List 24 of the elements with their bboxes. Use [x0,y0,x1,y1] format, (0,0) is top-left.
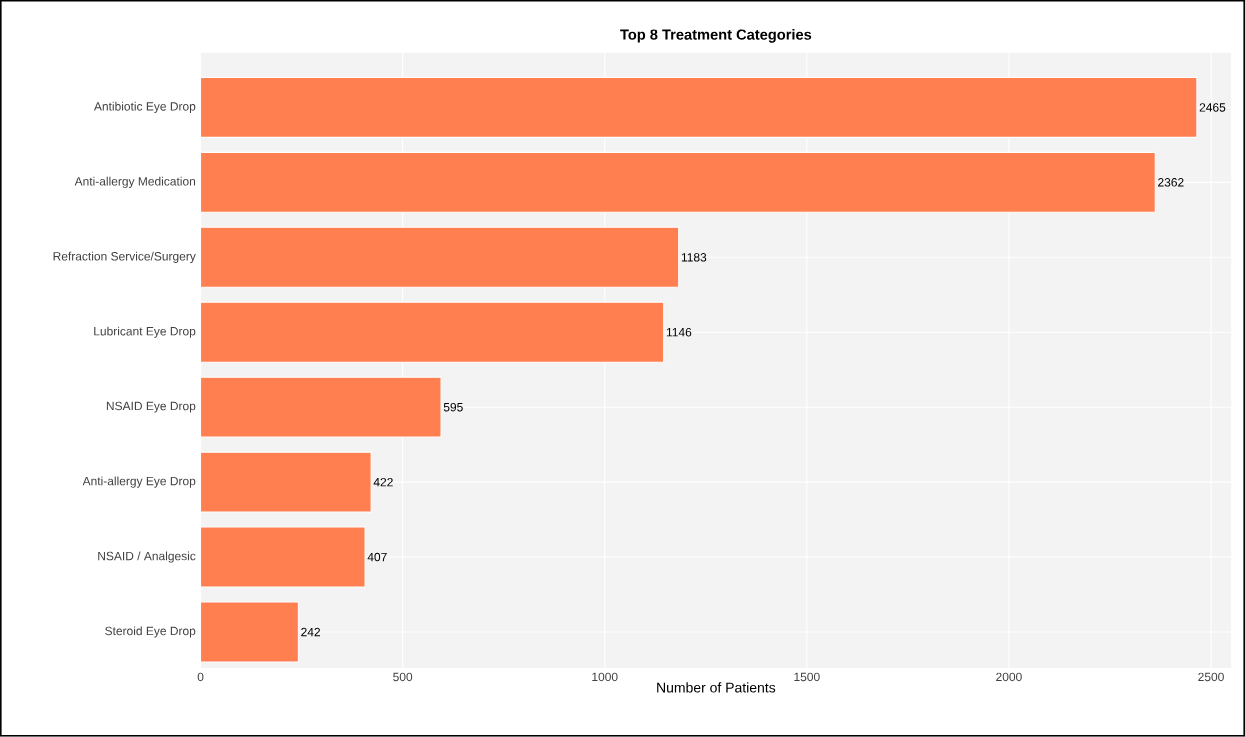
chart-title: Top 8 Treatment Categories [620,29,812,43]
data-label: 1146 [666,328,692,337]
x-tick-label: 1000 [592,672,618,682]
data-label: 422 [373,478,393,487]
data-label: 595 [443,403,463,412]
y-tick-label: Antibiotic Eye Drop [93,102,196,114]
x-axis-title: Number of Patients [657,682,776,693]
y-tick-label: Lubricant Eye Drop [94,326,196,338]
data-label: 2362 [1158,178,1184,187]
x-tick-label: 2500 [1198,672,1224,682]
y-tick-label: NSAID Eye Drop [106,401,196,413]
y-tick-label: Anti-allergy Eye Drop [82,476,196,488]
data-label: 2465 [1199,103,1226,112]
data-label: 242 [301,627,321,637]
y-tick-label: Anti-allergy Medication [74,176,196,189]
x-tick-label: 0 [197,672,204,682]
y-tick-label: Steroid Eye Drop [105,626,196,638]
x-tick-label: 1500 [794,672,820,682]
y-tick-label: Refraction Service/Surgery [53,251,196,264]
data-label: 1183 [681,253,707,262]
x-tick-label: 500 [393,672,413,682]
data-label: 407 [367,552,387,562]
x-tick-label: 2000 [996,672,1022,682]
y-tick-label: NSAID / Analgesic [98,551,196,563]
